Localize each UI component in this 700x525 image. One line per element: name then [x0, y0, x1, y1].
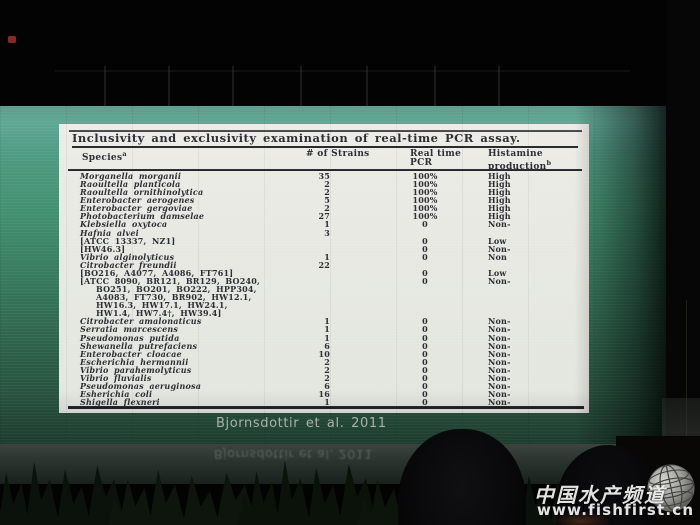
stage-truss-pole — [168, 66, 170, 110]
column-header-species-label: Species — [82, 153, 123, 163]
slide-table-rows: Morganella morganii 35 100% High Raoultella … — [59, 171, 589, 407]
table-row: A4083, FT730, BR902, HW12.1, — [59, 292, 589, 302]
stage-truss-beam — [55, 70, 630, 72]
table-row: Shigella flexneri 1 0 Non- — [59, 397, 589, 407]
audience-shoulder — [552, 512, 610, 525]
table-row: Enterobacter gergoviae 2 100% High — [59, 203, 589, 213]
table-row: HW1.4, HW7.4†, HW39.4] — [59, 308, 589, 318]
column-header-strains: # of Strains — [306, 149, 370, 159]
table-row: Raoultella ornithinolytica 2 100% High — [59, 187, 589, 197]
table-row: Pseudomonas aeruginosa 6 0 Non- — [59, 381, 589, 391]
pcr-header-line2: PCR — [410, 158, 433, 168]
stage-truss-pole — [366, 66, 368, 110]
table-row: Citrobacter amalonaticus 1 0 Non- — [59, 316, 589, 326]
stage-truss-pole — [300, 66, 302, 110]
table-row: Shewanella putrefaciens 6 0 Non- — [59, 341, 589, 351]
table-row: Enterobacter aerogenes 5 100% High — [59, 195, 589, 205]
table-row: [BO216, A4077, A4086, FT761] 0 Low — [59, 268, 589, 278]
presentation-slide: Inclusivity and exclusivity examination … — [59, 124, 589, 413]
table-row: Vibrio fluvialis 2 0 Non- — [59, 373, 589, 383]
stage-truss-pole — [232, 66, 234, 110]
stage-truss-pole — [498, 66, 500, 110]
globe-icon — [647, 464, 695, 512]
histamine-header-line1: Histamine — [488, 149, 543, 159]
table-row: Raoultella planticola 2 100% High — [59, 179, 589, 189]
table-row: Photobacterium damselae 27 100% High — [59, 211, 589, 221]
slide-citation: Bjornsdottir et al. 2011 — [216, 416, 387, 431]
table-row: Serratia marcescens 1 0 Non- — [59, 324, 589, 334]
histamine-superscript: b — [546, 159, 552, 167]
citation-floor-reflection: Bjornsdottir et al. 2011 — [213, 447, 374, 462]
table-row: Enterobacter cloacae 10 0 Non- — [59, 349, 589, 359]
table-row: Morganella morganii 35 100% High — [59, 171, 589, 181]
watermark-site-url: www.fishfirst.cn — [537, 501, 695, 519]
table-bottom-rule — [68, 406, 584, 409]
recording-indicator-dot — [8, 36, 16, 43]
table-row: Escherichia hermannii 2 0 Non- — [59, 357, 589, 367]
table-row: Pseudomonas putida 1 0 Non- — [59, 333, 589, 343]
table-row: [HW46.3] 0 Non- — [59, 244, 589, 254]
table-row: Esherichia coli 16 0 Non- — [59, 389, 589, 399]
table-row: Citrobacter freundii 22 — [59, 260, 589, 270]
species-superscript: a — [122, 150, 127, 158]
stage-truss-pole — [434, 66, 436, 110]
table-row: BO251, BO201, BO222, HPP304, — [59, 284, 589, 294]
stage-truss-pole — [104, 66, 106, 110]
column-header-realtime-pcr: Real time PCR — [410, 150, 461, 168]
table-row: [ATCC 8090, BR121, BR129, BO240, 0 Non- — [59, 276, 589, 286]
column-header-species: Speciesa — [82, 150, 127, 163]
stage-floor — [0, 444, 668, 484]
screen-frame-pole — [686, 300, 687, 460]
table-row: [ATCC 13337, NZ1] 0 Low — [59, 236, 589, 246]
table-row: Vibrio alginolyticus 1 0 Non — [59, 252, 589, 262]
table-caption: Inclusivity and exclusivity examination … — [72, 132, 578, 148]
table-row: Klebsiella oxytoca 1 0 Non- — [59, 219, 589, 229]
watermark-site-name: 中国水产频道 — [534, 483, 666, 507]
table-row: Vibrio parahemolyticus 2 0 Non- — [59, 365, 589, 375]
table-row: HW16.3, HW17.1, HW24.1, — [59, 300, 589, 310]
table-row: Hafnia alvei 3 — [59, 228, 589, 238]
